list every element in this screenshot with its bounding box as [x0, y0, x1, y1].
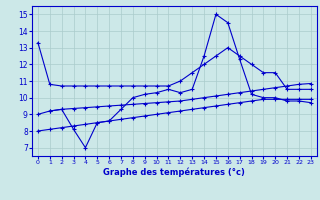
X-axis label: Graphe des températures (°c): Graphe des températures (°c)	[103, 168, 245, 177]
